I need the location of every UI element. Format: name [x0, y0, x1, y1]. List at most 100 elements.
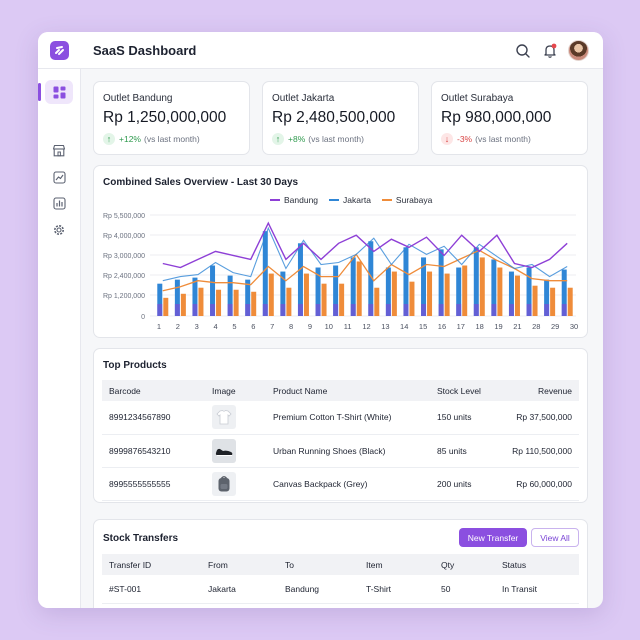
x-tick-label: 16: [438, 322, 446, 331]
x-tick-label: 17: [457, 322, 465, 331]
column-header[interactable]: Product Name: [266, 380, 430, 401]
barcode-cell: 8991234567890: [102, 401, 205, 435]
product-name-cell: Premium Cotton T-Shirt (White): [266, 401, 430, 435]
kpi-delta: ↑ +8% (vs last month): [272, 133, 364, 145]
bar-bandung-base: [544, 304, 550, 316]
column-header[interactable]: Revenue: [500, 380, 579, 401]
legend-item-surabaya[interactable]: Surabaya: [381, 195, 432, 205]
stock-cell: 200 units: [430, 467, 500, 501]
bar-bandung-base: [456, 304, 462, 316]
kpi-delta: ↑ +12% (vs last month): [103, 133, 200, 145]
bar-surabaya: [251, 291, 257, 316]
y-tick-label: Rp 3,000,000: [103, 253, 145, 260]
column-header[interactable]: Stock Level: [430, 380, 500, 401]
avatar[interactable]: [568, 40, 589, 61]
table-row[interactable]: 8995555555555 Canvas Backpack (Grey) 200…: [102, 467, 579, 501]
bar-bandung-base: [210, 304, 216, 316]
kpi-card-bandung[interactable]: Outlet Bandung Rp 1,250,000,000 ↑ +12% (…: [93, 81, 250, 155]
bell-icon[interactable]: [540, 41, 560, 61]
x-tick-label: 15: [419, 322, 427, 331]
sidebar: [38, 69, 81, 608]
column-header[interactable]: From: [201, 554, 278, 575]
sales-chart-card: Combined Sales Overview - Last 30 Days B…: [93, 165, 588, 338]
bar-jakarta: [473, 247, 479, 316]
kpi-value: Rp 980,000,000: [441, 109, 552, 126]
legend-item-jakarta[interactable]: Jakarta: [329, 195, 371, 205]
top-products-card: Top Products Barcode Image Product Name …: [93, 348, 588, 503]
x-tick-label: 6: [251, 322, 255, 331]
bar-bandung-base: [174, 304, 180, 316]
x-tick-label: 14: [400, 322, 408, 331]
stock-cell: 85 units: [430, 434, 500, 468]
transfer-id-cell: #ST-001: [102, 575, 201, 604]
x-tick-label: 30: [570, 322, 578, 331]
view-all-button[interactable]: View All: [531, 528, 579, 547]
trend-chart-icon: [52, 170, 66, 184]
sidebar-item-stores[interactable]: [45, 138, 73, 162]
bar-jakarta: [438, 249, 444, 316]
column-header[interactable]: Transfer ID: [102, 554, 201, 575]
top-bar: SaaS Dashboard: [38, 32, 603, 69]
bar-jakarta: [280, 271, 286, 316]
bar-bandung-base: [438, 304, 444, 316]
product-name-cell: Canvas Backpack (Grey): [266, 467, 430, 501]
logo-mark-icon: [55, 46, 64, 55]
column-header[interactable]: Image: [205, 380, 266, 401]
bar-report-icon: [52, 196, 66, 210]
sidebar-item-analytics[interactable]: [45, 165, 73, 189]
bar-bandung-base: [403, 304, 409, 316]
sidebar-item-dashboard[interactable]: [38, 80, 73, 104]
table-row[interactable]: 8991234567890 Premium Cotton T-Shirt (Wh…: [102, 401, 579, 435]
x-tick-label: 18: [476, 322, 484, 331]
legend-swatch: [381, 199, 392, 201]
revenue-cell: Rp 60,000,000: [500, 467, 579, 501]
sidebar-item-reports[interactable]: [45, 191, 73, 215]
kpi-card-jakarta[interactable]: Outlet Jakarta Rp 2,480,500,000 ↑ +8% (v…: [262, 81, 419, 155]
bar-bandung-base: [491, 304, 497, 316]
bar-surabaya: [268, 273, 274, 316]
y-tick-label: Rp 5,500,000: [103, 213, 145, 220]
bar-bandung-base: [280, 304, 286, 316]
bar-surabaya: [427, 271, 433, 316]
column-header[interactable]: To: [278, 554, 359, 575]
bar-jakarta: [297, 243, 303, 316]
stock-transfers-card: Stock Transfers New Transfer View All Tr…: [93, 519, 588, 608]
column-header[interactable]: Status: [495, 554, 579, 575]
bar-surabaya: [514, 275, 520, 316]
sidebar-item-settings[interactable]: [45, 218, 73, 242]
table-row[interactable]: 8999876543210 Urban Running Shoes (Black…: [102, 434, 579, 468]
barcode-cell: 8995555555555: [102, 467, 205, 501]
new-transfer-button[interactable]: New Transfer: [459, 528, 527, 547]
stock-cell: 150 units: [430, 401, 500, 435]
bar-jakarta: [508, 271, 514, 316]
column-header[interactable]: Item: [359, 554, 434, 575]
y-tick-label: Rp 1,200,000: [103, 293, 145, 300]
bar-jakarta: [350, 257, 356, 316]
bar-surabaya: [180, 293, 186, 316]
bar-surabaya: [532, 285, 538, 316]
table-row[interactable]: #ST-001 Jakarta Bandung T-Shirt 50 In Tr…: [102, 575, 579, 604]
bar-surabaya: [479, 257, 485, 316]
app-window: SaaS Dashboard: [38, 32, 603, 608]
bar-bandung-base: [526, 304, 532, 316]
image-cell: [205, 401, 266, 435]
column-header[interactable]: Barcode: [102, 380, 205, 401]
legend-swatch: [329, 199, 340, 201]
search-icon[interactable]: [513, 41, 533, 61]
bar-surabaya: [462, 265, 468, 316]
qty-cell: 50: [434, 575, 495, 604]
x-tick-label: 12: [362, 322, 370, 331]
bar-surabaya: [198, 287, 204, 316]
bar-jakarta: [561, 269, 567, 316]
legend-swatch: [270, 199, 280, 201]
bar-surabaya: [286, 287, 292, 316]
arrow-down-icon: ↓: [441, 133, 453, 145]
x-tick-label: 7: [270, 322, 274, 331]
bar-surabaya: [409, 281, 415, 316]
column-header[interactable]: Qty: [434, 554, 495, 575]
app-logo[interactable]: [50, 41, 69, 60]
bar-jakarta: [192, 277, 198, 316]
legend-item-bandung[interactable]: Bandung: [270, 195, 318, 205]
bar-jakarta: [526, 267, 532, 316]
kpi-card-surabaya[interactable]: Outlet Surabaya Rp 980,000,000 ↓ -3% (vs…: [431, 81, 588, 155]
